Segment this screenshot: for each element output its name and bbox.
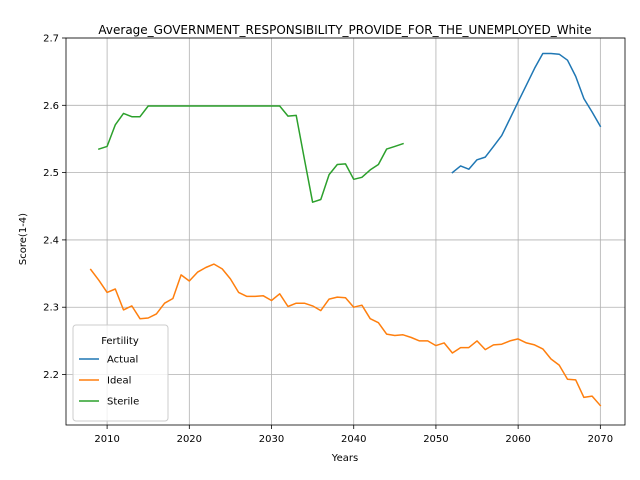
y-axis-label: Score(1-4) [18, 213, 29, 265]
plot-area-frame [65, 37, 626, 426]
x-tick-label: 2030 [259, 434, 284, 445]
y-tick-label: 2.4 [43, 235, 59, 246]
legend-entries: Actual Ideal Sterile [79, 355, 139, 408]
x-axis-label: Years [331, 453, 358, 464]
series-line-actual [451, 52, 602, 174]
y-tick-label: 2.2 [43, 370, 59, 381]
y-tick-label: 2.5 [43, 168, 59, 179]
series-line-ideal [89, 263, 602, 407]
legend-title: Fertility [101, 336, 139, 347]
series-line-sterile [97, 105, 404, 203]
legend-box [72, 324, 169, 422]
legend: Fertility Actual Ideal Sterile [72, 324, 169, 422]
x-axis-ticks: 2010 2020 2030 2040 2050 2060 2070 [94, 425, 613, 445]
y-tick-label: 2.6 [43, 101, 59, 112]
x-tick-label: 2050 [423, 434, 448, 445]
y-tick-label: 2.3 [43, 303, 59, 314]
y-axis-ticks: 2.2 2.3 2.4 2.5 2.6 2.7 [43, 34, 66, 381]
x-tick-label: 2010 [94, 434, 119, 445]
x-tick-label: 2040 [341, 434, 366, 445]
chart-title: Average_GOVERNMENT_RESPONSIBILITY_PROVID… [98, 23, 591, 37]
legend-label-actual: Actual [107, 355, 138, 366]
series-lines [89, 52, 602, 407]
x-tick-label: 2020 [177, 434, 202, 445]
x-tick-label: 2070 [588, 434, 613, 445]
legend-label-ideal: Ideal [107, 376, 131, 387]
legend-label-sterile: Sterile [107, 397, 139, 408]
x-tick-label: 2060 [505, 434, 530, 445]
y-tick-label: 2.7 [43, 34, 59, 45]
